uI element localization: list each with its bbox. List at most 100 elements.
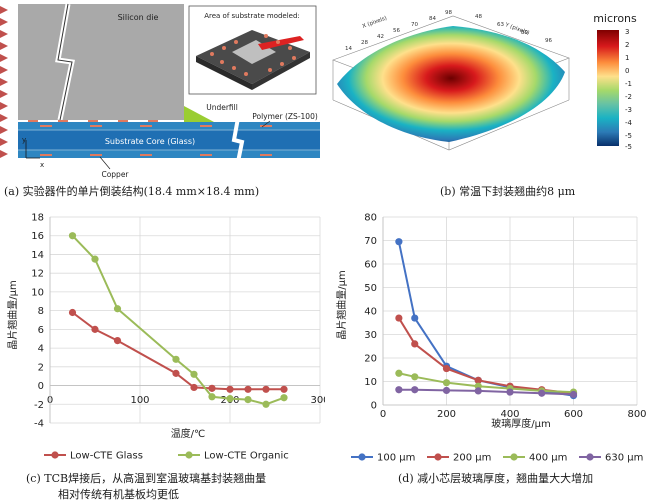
d-ytick-label: 60 bbox=[364, 260, 377, 271]
chart-d-legend: 100 μm 200 μm 400 μm 630 μm bbox=[351, 453, 643, 464]
chart-c-legend: Low-CTE Glass Low-CTE Organic bbox=[44, 451, 289, 462]
d-series-point-2 bbox=[395, 369, 403, 377]
svg-text:48: 48 bbox=[475, 14, 482, 20]
chart-c-xlabel: 温度/℃ bbox=[171, 427, 206, 440]
d-legend-marker-1 bbox=[434, 453, 442, 461]
d-ytick-label: 50 bbox=[364, 283, 377, 294]
colorbar-title: microns bbox=[593, 12, 637, 25]
c-legend-marker-0 bbox=[51, 451, 59, 459]
caption-b: (b) 常温下封装翘曲约8 μm bbox=[440, 185, 576, 198]
svg-text:14: 14 bbox=[345, 46, 352, 52]
c-series-point-1 bbox=[190, 370, 198, 378]
d-legend-marker-0 bbox=[358, 453, 366, 461]
c-series-point-0 bbox=[226, 385, 234, 393]
colorbar-ticks: 3 2 1 0 -1 -2 -3 -4 -5 -5 bbox=[625, 28, 633, 151]
c-series-point-1 bbox=[226, 395, 234, 403]
d-xtick-label: 400 bbox=[500, 409, 519, 420]
d-series-point-3 bbox=[442, 386, 451, 395]
svg-text:70: 70 bbox=[411, 22, 418, 28]
d-legend-label-0: 100 μm bbox=[377, 453, 415, 464]
c-xtick-label: 100 bbox=[130, 395, 149, 406]
d-series-point-1 bbox=[395, 314, 403, 322]
d-series-point-1 bbox=[411, 340, 419, 348]
svg-text:-5: -5 bbox=[625, 132, 632, 140]
d-ytick-label: 10 bbox=[364, 377, 377, 388]
d-legend-label-2: 400 μm bbox=[529, 453, 567, 464]
c-series-point-0 bbox=[208, 384, 216, 392]
caption-a: (a) 实验器件的单片倒装结构(18.4 mm×18.4 mm) bbox=[4, 185, 260, 198]
d-series-point-3 bbox=[411, 386, 419, 394]
warpage-surface bbox=[337, 26, 565, 142]
c-ytick-label: 4 bbox=[38, 344, 44, 355]
c-ytick-label: -2 bbox=[34, 400, 44, 411]
silicon-die bbox=[18, 4, 184, 120]
svg-text:98: 98 bbox=[445, 10, 452, 16]
c-series-point-0 bbox=[172, 369, 180, 377]
d-series-point-2 bbox=[442, 379, 451, 387]
label-substrate-core: Substrate Core (Glass) bbox=[105, 137, 195, 146]
c-series-point-0 bbox=[244, 385, 252, 393]
c-ytick-label: 0 bbox=[38, 381, 44, 392]
svg-text:x: x bbox=[40, 161, 44, 169]
inset-substrate-model: Area of substrate modeled: bbox=[188, 5, 317, 95]
svg-text:-5: -5 bbox=[625, 143, 632, 151]
d-xtick-label: 0 bbox=[380, 409, 386, 420]
svg-text:28: 28 bbox=[361, 40, 368, 46]
underfill bbox=[184, 106, 214, 122]
c-series-point-1 bbox=[172, 355, 180, 363]
svg-text:80: 80 bbox=[521, 30, 528, 36]
d-series-line-0 bbox=[397, 241, 574, 397]
svg-text:42: 42 bbox=[377, 34, 384, 40]
panel-a-schematic: Silicon die Underfill Polymer (ZS-100) S… bbox=[0, 3, 320, 179]
polymer-bottom bbox=[18, 150, 320, 158]
c-ytick-label: 8 bbox=[38, 306, 44, 317]
d-legend-label-3: 630 μm bbox=[605, 453, 643, 464]
label-polymer: Polymer (ZS-100) bbox=[252, 112, 318, 121]
d-series-point-2 bbox=[411, 373, 419, 381]
svg-text:y: y bbox=[22, 136, 26, 144]
svg-text:96: 96 bbox=[545, 38, 552, 44]
d-series-point-3 bbox=[395, 386, 403, 394]
d-ytick-label: 20 bbox=[364, 354, 377, 365]
chart-d-xlabel: 玻璃厚度/μm bbox=[491, 417, 550, 430]
c-ytick-label: 14 bbox=[31, 250, 44, 261]
c-series-line-1 bbox=[71, 235, 285, 406]
c-ytick-label: 12 bbox=[31, 269, 44, 280]
c-ytick-label: 18 bbox=[31, 213, 44, 224]
c-legend-label-0: Low-CTE Glass bbox=[70, 451, 143, 462]
label-inset: Area of substrate modeled: bbox=[204, 12, 300, 20]
d-ytick-label: 80 bbox=[364, 213, 377, 224]
d-series-point-3 bbox=[506, 388, 514, 396]
svg-text:0: 0 bbox=[625, 67, 629, 75]
d-ytick-label: 40 bbox=[364, 307, 377, 318]
label-underfill: Underfill bbox=[206, 103, 238, 112]
c-legend-marker-1 bbox=[185, 451, 193, 459]
c-ytick-label: 10 bbox=[31, 287, 44, 298]
svg-text:84: 84 bbox=[429, 16, 436, 22]
caption-d: (d) 减小芯层玻璃厚度，翘曲量大大增加 bbox=[398, 472, 594, 485]
substrate-break bbox=[231, 117, 245, 163]
c-series-point-1 bbox=[280, 394, 288, 402]
c-series-point-0 bbox=[68, 308, 77, 317]
d-xtick-label: 600 bbox=[564, 409, 583, 420]
c-series-point-1 bbox=[113, 305, 122, 313]
c-series-point-1 bbox=[208, 393, 216, 401]
svg-text:1: 1 bbox=[625, 54, 629, 62]
c-legend-label-1: Low-CTE Organic bbox=[204, 451, 289, 462]
d-series-point-0 bbox=[395, 238, 403, 246]
d-series-point-3 bbox=[538, 389, 546, 397]
c-series-point-1 bbox=[262, 400, 270, 408]
d-ytick-label: 0 bbox=[371, 401, 377, 412]
d-xtick-label: 200 bbox=[437, 409, 456, 420]
axis-indicator: y x bbox=[22, 136, 44, 169]
d-series-point-0 bbox=[411, 314, 419, 322]
chart-c-ylabel: 晶片翘曲量/μm bbox=[6, 280, 19, 349]
chart-temperature-warpage: -4-20246810121416180100200300 温度/℃ 晶片翘曲量… bbox=[6, 213, 325, 462]
c-series-point-0 bbox=[91, 325, 99, 333]
svg-text:-2: -2 bbox=[625, 93, 632, 101]
c-xtick-label: 300 bbox=[310, 395, 325, 406]
label-silicon-die: Silicon die bbox=[118, 13, 159, 22]
d-series-point-1 bbox=[474, 376, 482, 384]
svg-text:3: 3 bbox=[625, 28, 629, 36]
